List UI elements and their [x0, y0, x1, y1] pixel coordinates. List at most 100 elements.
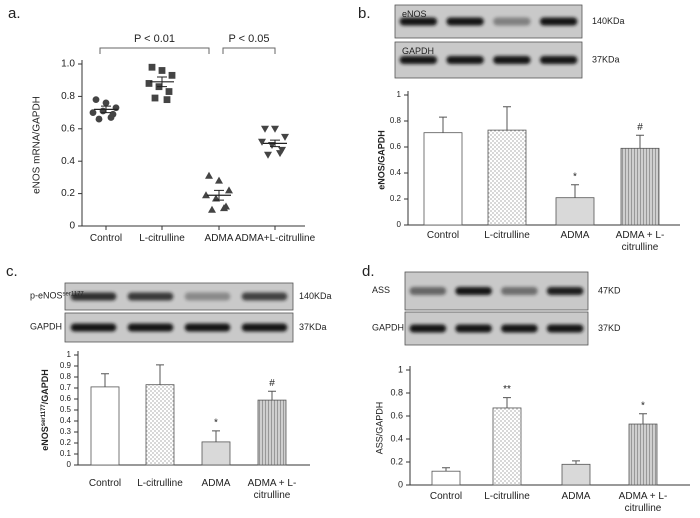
x-tick-label: Control — [429, 491, 463, 502]
dot — [165, 88, 173, 95]
blot-row-label: ASS — [372, 285, 390, 295]
blot-size-label: 37KD — [598, 323, 621, 333]
y-tick-label: 0.8 — [390, 116, 402, 125]
x-tick-label: ADMA + L-citrulline — [615, 230, 665, 253]
y-tick-label: 1 — [398, 364, 403, 374]
significance-label: # — [637, 122, 643, 133]
error-bar — [442, 467, 450, 472]
significance-label: ** — [503, 384, 511, 395]
x-tick-label: ADMA+L-citrulline — [234, 233, 316, 244]
bar — [257, 399, 287, 466]
dot — [158, 67, 166, 74]
significance-label: * — [214, 418, 218, 429]
blot-band — [70, 292, 117, 301]
x-tick-label: ADMA — [560, 230, 590, 241]
error-bar — [101, 373, 109, 387]
blot-band — [184, 292, 231, 301]
blot-band — [501, 287, 538, 295]
blot-row-label-text: GAPDH — [372, 323, 404, 333]
y-tick-label: 0.4 — [390, 168, 402, 177]
blot-band — [493, 56, 531, 64]
dot — [202, 191, 210, 199]
annotation: P < 0.05 — [228, 33, 269, 45]
blot-row-label: GAPDH — [372, 323, 404, 333]
bar — [561, 463, 591, 486]
blot-band — [399, 17, 438, 26]
annotation: P < 0.01 — [134, 33, 175, 45]
x-tick-label: L-citrulline — [484, 491, 530, 502]
blot-band — [446, 56, 484, 64]
x-tick-label: ADMA — [201, 478, 231, 489]
panel-label: d. — [362, 263, 375, 280]
error-bar — [214, 189, 224, 201]
dot — [163, 96, 171, 104]
y-tick-label: 0.6 — [390, 410, 403, 420]
dot — [89, 109, 97, 116]
blot-band — [409, 287, 447, 295]
significance-label: * — [641, 400, 645, 411]
y-tick-label: 0.4 — [390, 433, 403, 443]
blot-size-label: 140KDa — [299, 291, 332, 301]
blot-band — [455, 324, 492, 333]
y-axis-label: eNOSser1177/GAPDH — [40, 369, 50, 451]
y-tick-label: 0.5 — [60, 405, 72, 414]
blot-row-label-text: GAPDH — [402, 46, 434, 56]
error-bar — [503, 397, 511, 408]
x-tick-label: ADMA + L-citrulline — [247, 478, 297, 501]
y-tick-label: 0.8 — [390, 387, 403, 397]
bar — [555, 197, 595, 226]
blot-row-label-text: eNOS — [402, 9, 427, 19]
blot-row-label-sup: ser1177 — [63, 291, 85, 297]
y-tick-label: 0.2 — [61, 188, 75, 199]
panel-label: c. — [6, 263, 18, 280]
dot — [271, 125, 279, 133]
blot-band — [539, 17, 578, 26]
dot — [258, 138, 266, 146]
y-axis-label: ASS/GAPDH — [374, 402, 384, 455]
bar — [620, 147, 660, 226]
dot — [168, 71, 176, 79]
dot — [112, 104, 120, 112]
blot-band — [455, 287, 492, 295]
y-tick-label: 0 — [398, 479, 403, 489]
significance-label: # — [269, 378, 275, 389]
dot — [225, 186, 233, 194]
blot-band — [184, 323, 231, 332]
blot-band — [546, 324, 584, 333]
dot — [102, 99, 110, 107]
dot — [205, 171, 213, 179]
x-tick-label: L-citrulline — [137, 478, 183, 489]
y-tick-label: 0.6 — [60, 394, 72, 403]
y-axis-label: eNOS/GAPDH — [376, 130, 386, 190]
y-tick-label: 0.4 — [61, 156, 75, 167]
y-tick-label: 0 — [67, 460, 72, 469]
blot-size-label: 140KDa — [592, 16, 625, 26]
y-tick-label: 0.1 — [60, 449, 72, 458]
blot-size-label: 37KDa — [299, 322, 327, 332]
blot-band — [446, 17, 484, 26]
bracket — [99, 47, 210, 54]
bar — [487, 129, 527, 226]
significance-label: * — [573, 171, 577, 182]
bar — [145, 384, 175, 466]
blot-band — [241, 292, 288, 301]
blot-row-label: GAPDH — [402, 46, 434, 56]
error-bar — [212, 430, 220, 442]
y-tick-label: 1 — [67, 350, 72, 359]
dot — [208, 205, 216, 213]
y-tick-label: 0 — [69, 221, 75, 232]
blot-band — [493, 17, 531, 26]
y-tick-label: 0.3 — [60, 427, 72, 436]
bar — [90, 386, 120, 466]
dot — [95, 115, 103, 123]
y-tick-label: 0 — [397, 220, 402, 229]
blot-band — [539, 56, 578, 64]
x-tick-label: ADMA + L-citrulline — [618, 491, 668, 514]
y-tick-label: 1 — [397, 90, 402, 99]
y-tick-label: 0.2 — [60, 438, 72, 447]
y-axis-label-end: /GAPDH — [40, 369, 50, 404]
dot — [281, 133, 289, 141]
blot-band — [70, 323, 117, 332]
